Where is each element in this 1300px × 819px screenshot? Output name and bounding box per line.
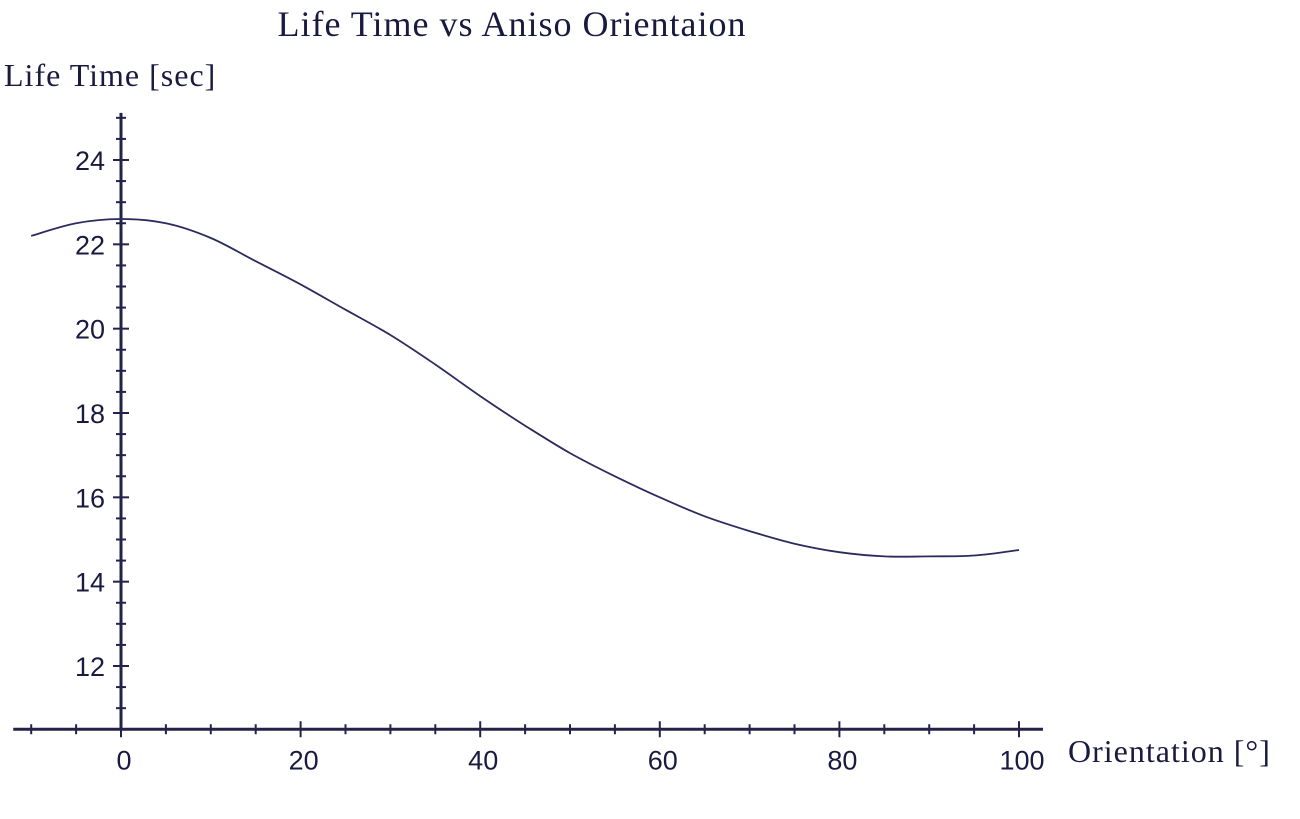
series-line-0 [30, 218, 1020, 558]
y-tick-label: 24 [75, 146, 105, 176]
x-tick-label: 60 [648, 745, 678, 775]
x-tick-label: 0 [116, 745, 131, 775]
x-tick-label: 80 [827, 745, 857, 775]
axes: 0 20 40 60 80 100 12 14 16 18 20 22 24 [13, 112, 1045, 775]
y-tick-label: 20 [75, 315, 105, 345]
x-tick-label: 20 [289, 745, 319, 775]
x-axis-label: Orientation [°] [1068, 733, 1271, 769]
y-tick-label: 16 [75, 483, 105, 513]
y-tick-label: 14 [75, 568, 105, 598]
series-layer [30, 218, 1020, 558]
x-tick-label: 100 [999, 745, 1044, 775]
x-tick-label: 40 [468, 745, 498, 775]
y-tick-label: 18 [75, 399, 105, 429]
y-axis-label: Life Time [sec] [4, 57, 216, 93]
y-tick-label: 12 [75, 652, 105, 682]
chart-title: Life Time vs Aniso Orientaion [278, 4, 747, 44]
y-tick-label: 22 [75, 230, 105, 260]
